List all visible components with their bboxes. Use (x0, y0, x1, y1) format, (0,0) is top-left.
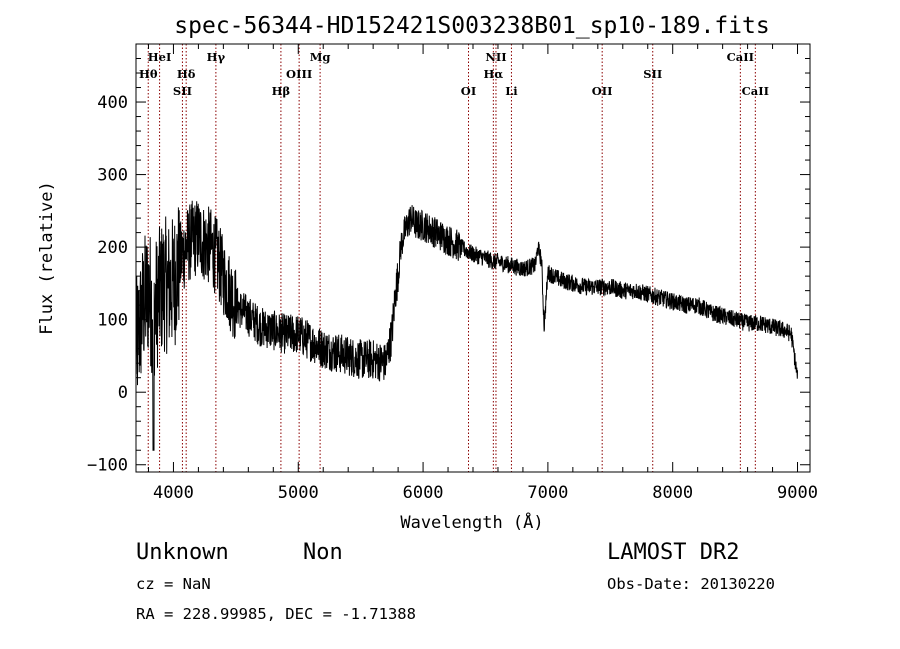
y-tick-label-2: 100 (97, 311, 128, 331)
y-tick-label-4: 300 (97, 166, 128, 186)
chart-title: spec-56344-HD152421S003238B01_sp10-189.f… (174, 13, 769, 39)
x-axis-label: Wavelength (Å) (400, 511, 543, 533)
marker-label-10: SII (173, 84, 192, 98)
obs-date-label: Obs-Date: 20130220 (607, 575, 775, 593)
marker-label-4: CaII (727, 50, 754, 64)
marker-label-13: Li (505, 84, 518, 98)
marker-label-1: Hγ (207, 50, 226, 64)
y-axis-label: Flux (relative) (37, 181, 57, 335)
x-tick-label-3: 7000 (527, 483, 568, 503)
marker-label-7: OIII (286, 67, 312, 81)
marker-label-2: Mg (310, 50, 331, 64)
marker-label-9: SII (643, 67, 662, 81)
x-tick-label-5: 9000 (777, 483, 818, 503)
marker-label-6: Hδ (177, 67, 196, 81)
marker-label-8: Hα (483, 67, 503, 81)
x-tick-label-4: 8000 (652, 483, 693, 503)
x-tick-label-2: 6000 (403, 483, 444, 503)
y-tick-label-0: −100 (87, 456, 128, 476)
spectrum-series (136, 201, 798, 451)
class-label: Unknown (136, 540, 229, 565)
y-tick-label-5: 400 (97, 93, 128, 113)
line-markers: HeI Hγ Mg NII CaII Hθ Hδ OIII Hα SII SII Hβ OI Li OII C… (139, 44, 769, 472)
marker-label-15: CaII (742, 84, 769, 98)
y-tick-label-3: 200 (97, 238, 128, 258)
y-tick-label-1: 0 (118, 383, 128, 403)
marker-label-5: Hθ (139, 67, 158, 81)
marker-label-12: OI (461, 84, 476, 98)
x-tick-label-1: 5000 (278, 483, 319, 503)
marker-label-3: NII (485, 50, 506, 64)
marker-label-14: OII (592, 84, 613, 98)
redshift-label: cz = NaN (136, 575, 211, 593)
marker-label-0: HeI (148, 50, 172, 64)
x-axis: 4000 5000 6000 7000 8000 9000 (148, 44, 818, 503)
marker-label-11: Hβ (272, 84, 291, 98)
survey-label: LAMOST DR2 (607, 540, 739, 565)
subclass-label: Non (303, 540, 343, 565)
coordinates-label: RA = 228.99985, DEC = -1.71388 (136, 605, 416, 623)
x-tick-label-0: 4000 (153, 483, 194, 503)
